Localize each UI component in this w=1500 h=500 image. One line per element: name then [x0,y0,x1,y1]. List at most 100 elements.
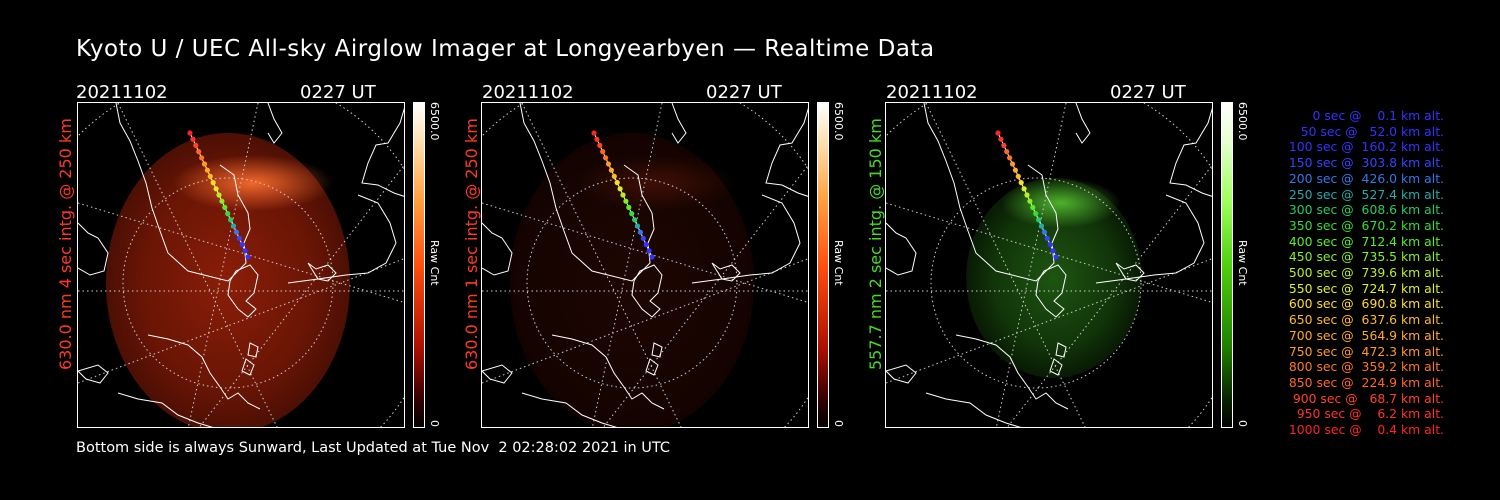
track-point [236,235,242,241]
track-point [634,223,641,229]
panel-3-colorbar [1221,102,1233,428]
panel-3-colorbar-min: 0 [1236,420,1249,427]
track-point [1004,149,1010,155]
panel-2-date: 20211102 [482,82,574,103]
track-point [643,242,649,248]
track-point [1001,142,1007,148]
track-point [210,180,216,186]
panel-3-colorbar-max: 6500.0 [1236,102,1249,141]
panel-3-colorbar-unit: Raw Cnt [1236,240,1249,286]
legend-entry: 900 sec @ 68.7 km alt. [1288,390,1444,406]
panel-2-colorbar [817,102,829,428]
satellite-track [995,130,1059,260]
legend-entry: 300 sec @ 608.6 km alt. [1284,202,1444,218]
legend-entry: 700 sec @ 564.9 km alt. [1284,327,1444,343]
panel-2-time: 0227 UT [706,82,782,103]
sky-image [966,178,1142,378]
panel-map [482,103,808,427]
legend-entry: 600 sec @ 690.8 km alt. [1284,296,1444,312]
track-point [620,192,626,198]
track-point [998,136,1004,142]
track-point [611,173,617,179]
panel-1-colorbar-min: 0 [428,420,441,427]
panel-3-time: 0227 UT [1110,82,1186,103]
track-point [617,186,623,192]
track-point [1015,173,1021,179]
panel-2-colorbar-max: 6500.0 [832,102,845,141]
time-altitude-legend: 0 sec @ 0.1 km alt. 50 sec @ 52.0 km alt… [1266,108,1444,438]
footer-status: Bottom side is always Sunward, Last Upda… [76,440,671,456]
track-point [1050,248,1056,254]
track-point [1047,242,1053,248]
track-point [207,173,213,179]
panel-map [78,103,404,427]
panel-1-time: 0227 UT [300,82,376,103]
legend-entry: 350 sec @ 670.2 km alt. [1284,217,1444,233]
legend-entry: 950 sec @ 6.2 km alt. [1292,406,1444,422]
track-point [632,217,638,223]
track-point [1030,204,1036,210]
legend-entry: 850 sec @ 224.9 km alt. [1284,374,1444,390]
track-point [605,161,612,167]
panel-1-colorbar [413,102,425,428]
track-point [1012,167,1018,173]
coastline [78,103,404,427]
track-point [1027,198,1033,204]
track-point [201,161,208,167]
track-point [242,248,248,254]
track-point [204,167,210,173]
panel-2-colorbar-unit: Raw Cnt [832,240,845,286]
panel-1-side-label: 630.0 nm 4 sec intg. @ 250 km [56,118,75,370]
track-point [245,254,251,260]
track-point [640,235,646,241]
panel-2-colorbar-min: 0 [832,420,845,427]
track-point [614,180,620,186]
legend-entry: 0 sec @ 0.1 km alt. [1300,108,1444,123]
track-point [649,254,655,260]
coastline [886,103,1212,427]
track-point [196,149,202,155]
track-point [603,155,609,161]
panel-2-image [481,102,809,428]
track-point [199,155,205,161]
track-point [219,198,225,204]
track-point [1053,254,1059,260]
coordinate-grid [482,103,808,427]
panel-1-date: 20211102 [76,82,168,103]
panel-2-side-label: 630.0 nm 1 sec intg. @ 250 km [462,118,481,370]
track-point [608,167,614,173]
track-point [594,136,600,142]
panel-1-colorbar-unit: Raw Cnt [428,240,441,286]
track-point [222,204,228,210]
panel-3-side-label: 557.7 nm 2 sec intg. @ 150 km [866,118,885,370]
panel-3-date: 20211102 [886,82,978,103]
track-point [225,211,231,217]
track-point [216,192,222,198]
track-point [1018,180,1024,186]
legend-entry: 400 sec @ 712.4 km alt. [1284,233,1444,249]
track-point [1024,192,1030,198]
track-point [629,211,635,217]
track-point [591,130,597,136]
track-point [193,142,199,148]
track-point [626,204,632,210]
track-point [646,248,652,254]
panel-1-image [77,102,405,428]
track-point [190,136,196,142]
track-point [228,217,234,223]
legend-entry: 750 sec @ 472.3 km alt. [1284,343,1444,359]
track-point [600,149,606,155]
track-point [597,142,603,148]
track-point [1044,235,1050,241]
track-point [187,130,193,136]
legend-entry: 1000 sec @ 0.4 km alt. [1288,422,1444,438]
sky-image [106,133,350,427]
track-point [1033,211,1039,217]
track-point [233,229,239,235]
track-point [623,198,629,204]
satellite-track [187,130,251,260]
panel-1-colorbar-max: 6500.0 [428,102,441,141]
track-point [1038,223,1045,229]
satellite-track [591,130,655,260]
coastline [482,103,808,427]
